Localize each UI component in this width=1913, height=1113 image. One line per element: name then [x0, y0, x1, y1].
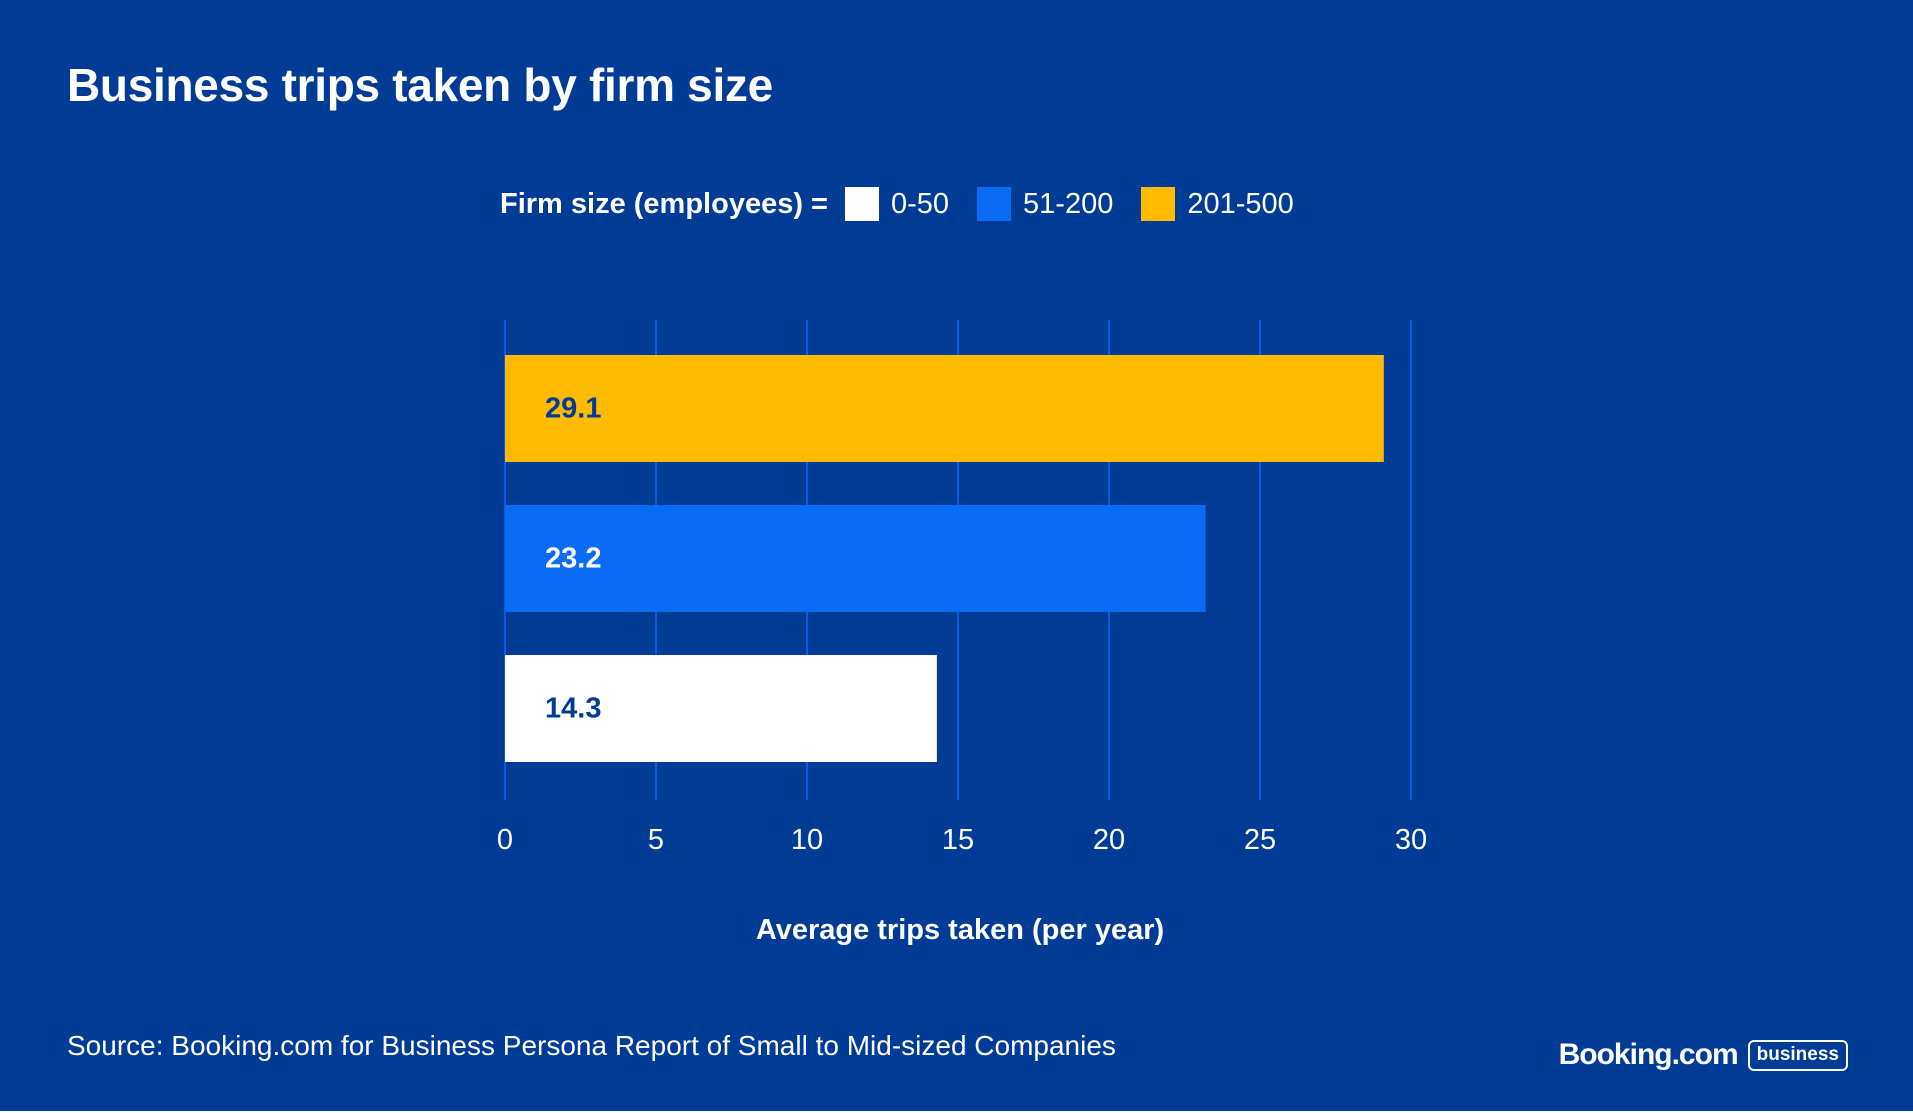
chart-title: Business trips taken by firm size: [67, 59, 773, 111]
legend-item-0-50: 0-50: [845, 187, 949, 221]
bar-51-200: [505, 505, 1206, 612]
brand-name: Booking.com: [1558, 1038, 1739, 1071]
x-tick-label-15: 15: [942, 824, 974, 856]
x-tick-label-5: 5: [648, 824, 664, 856]
legend-item-51-200: 51-200: [977, 187, 1113, 221]
brand-badge: business: [1747, 1039, 1848, 1071]
legend: Firm size (employees) = 0-50 51-200 201-…: [500, 182, 1322, 226]
legend-item-201-500: 201-500: [1141, 187, 1294, 221]
legend-label-0-50: 0-50: [891, 187, 950, 220]
x-tick-label-20: 20: [1093, 824, 1125, 856]
legend-label-201-500: 201-500: [1187, 187, 1294, 220]
x-tick-label-30: 30: [1395, 824, 1427, 856]
data-label-0-50: 14.3: [545, 693, 601, 725]
bar-201-500: [505, 355, 1384, 462]
x-tick-label-10: 10: [791, 824, 823, 856]
bar-0-50: [505, 655, 937, 762]
source-note: Source: Booking.com for Business Persona…: [67, 1030, 1116, 1061]
data-label-51-200: 23.2: [545, 543, 601, 575]
legend-title: Firm size (employees) =: [500, 187, 828, 220]
booking-business-logo: Booking.com business: [1559, 1038, 1848, 1072]
data-label-201-500: 29.1: [545, 393, 601, 425]
legend-swatch-0-50: [845, 187, 879, 221]
legend-swatch-201-500: [1141, 187, 1176, 221]
legend-label-51-200: 51-200: [1023, 187, 1114, 220]
legend-swatch-51-200: [977, 187, 1012, 221]
x-tick-label-25: 25: [1244, 824, 1276, 856]
x-tick-label-0: 0: [497, 824, 513, 856]
x-axis-title: Average trips taken (per year): [755, 914, 1165, 946]
